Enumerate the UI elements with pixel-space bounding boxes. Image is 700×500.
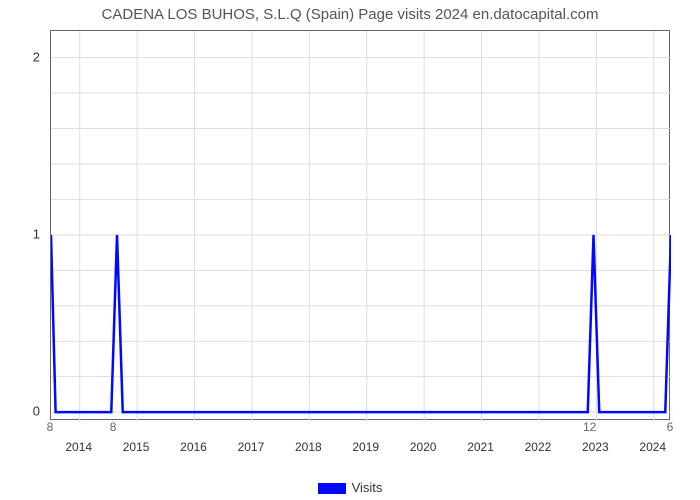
x-tick-label: 2015 <box>123 440 150 454</box>
legend: Visits <box>0 480 700 495</box>
y-axis: 0 1 2 <box>0 30 46 420</box>
series-line <box>51 235 671 412</box>
x-tick-label: 2021 <box>467 440 494 454</box>
x-tick-label: 2023 <box>582 440 609 454</box>
secondary-x-label: 8 <box>47 420 54 434</box>
x-axis: 2014 2015 2016 2017 2018 2019 2020 2021 2022 2023… <box>50 440 670 456</box>
x-tick-label: 2024 <box>639 440 666 454</box>
legend-swatch <box>318 483 346 494</box>
x-tick-label: 2014 <box>65 440 92 454</box>
secondary-x-label: 6 <box>667 420 674 434</box>
x-tick-label: 2016 <box>180 440 207 454</box>
x-tick-label: 2017 <box>238 440 265 454</box>
secondary-x-axis: 86812 <box>50 420 670 436</box>
x-tick-label: 2020 <box>410 440 437 454</box>
secondary-x-label: 12 <box>583 420 596 434</box>
plot-svg <box>51 31 671 421</box>
secondary-x-label: 8 <box>110 420 117 434</box>
x-tick-label: 2018 <box>295 440 322 454</box>
chart-title: CADENA LOS BUHOS, S.L.Q (Spain) Page vis… <box>0 6 700 23</box>
x-tick-label: 2022 <box>525 440 552 454</box>
y-tick-label: 0 <box>33 404 40 419</box>
chart-container: CADENA LOS BUHOS, S.L.Q (Spain) Page vis… <box>0 0 700 500</box>
x-tick-label: 2019 <box>352 440 379 454</box>
y-tick-label: 1 <box>33 226 40 241</box>
plot-area <box>50 30 670 420</box>
y-tick-label: 2 <box>33 49 40 64</box>
legend-label: Visits <box>352 480 383 495</box>
